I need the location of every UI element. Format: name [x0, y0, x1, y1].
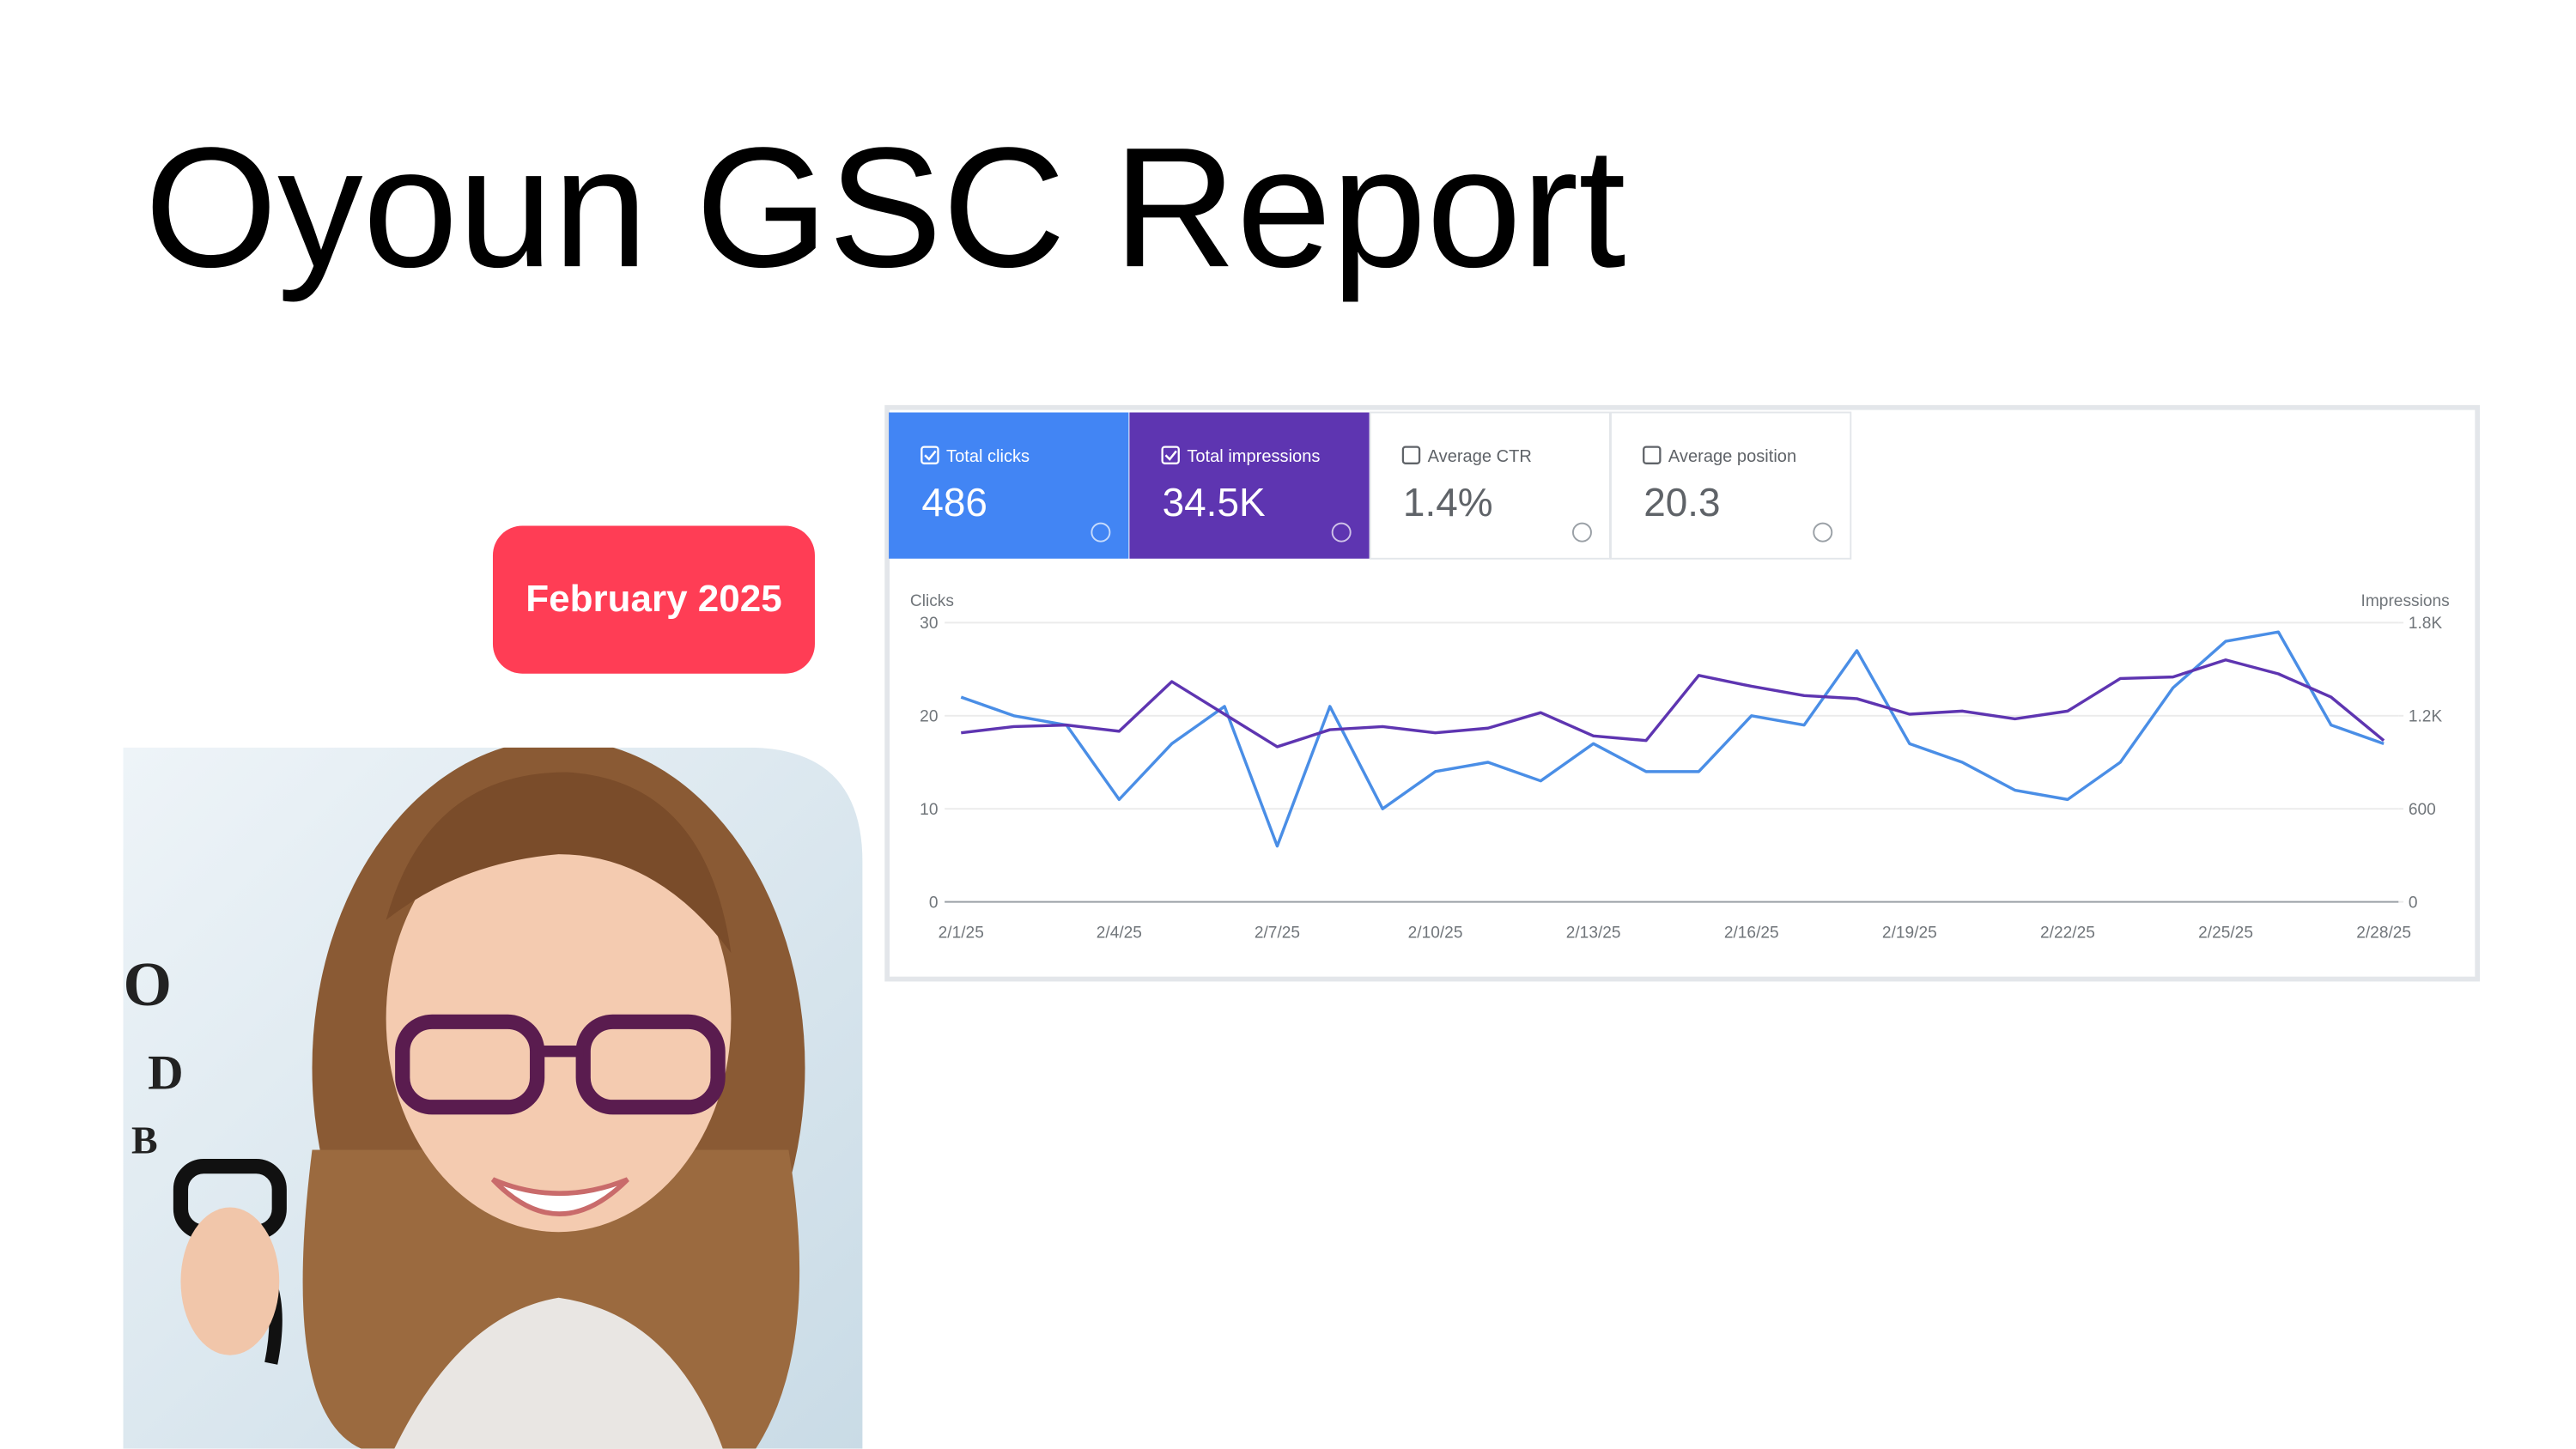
photo: O D B — [123, 747, 863, 1449]
series-line — [960, 630, 2385, 848]
metric-label: Average position — [1668, 447, 1796, 466]
help-icon[interactable] — [1813, 522, 1833, 543]
metric-cards: Total clicks 486 Total impressions 34.5K Ave… — [889, 411, 1852, 560]
metric-label: Total clicks — [946, 447, 1030, 466]
eye-chart-letter: O — [123, 949, 172, 1019]
y2-tick-label: 1.8K — [2409, 615, 2443, 633]
metric-value: 20.3 — [1643, 480, 1720, 524]
y-tick-label: 30 — [920, 615, 938, 633]
x-tick-label: 2/28/25 — [2356, 925, 2411, 943]
metric-label: Total impressions — [1187, 447, 1320, 466]
metric-card[interactable] — [1129, 412, 1370, 559]
badge — [492, 525, 815, 674]
checkbox[interactable] — [1161, 446, 1180, 464]
eye-chart-letter: B — [131, 1118, 158, 1161]
x-tick-label: 2/25/25 — [2198, 925, 2253, 943]
y2-tick-label: 0 — [2409, 894, 2418, 912]
x-tick-label: 2/10/25 — [1408, 925, 1463, 943]
metric-value: 486 — [921, 480, 987, 524]
metric-card[interactable] — [1610, 411, 1852, 560]
y-tick-label: 0 — [929, 894, 939, 912]
plot: Clicks Impressions 0 10 20 30 0 600 1.2K 1.8K 2/1/… — [910, 592, 2450, 942]
series-line — [961, 658, 2385, 749]
check-mark — [1164, 450, 1177, 461]
checkbox[interactable] — [1401, 446, 1421, 464]
help-icon[interactable] — [1091, 522, 1111, 543]
help-icon[interactable] — [1331, 522, 1352, 543]
check-mark — [924, 450, 937, 461]
checkbox[interactable] — [1643, 446, 1662, 464]
y-axis-label: Clicks — [910, 592, 954, 610]
y2-axis-label: Impressions — [2361, 592, 2450, 610]
metric-card[interactable] — [889, 412, 1129, 559]
x-tick-label: 2/4/25 — [1097, 925, 1142, 943]
x-tick-label: 2/19/25 — [1882, 925, 1937, 943]
x-tick-label: 2/7/25 — [1255, 925, 1300, 943]
eye-chart-letter: D — [148, 1046, 183, 1100]
metric-card[interactable] — [1369, 411, 1611, 560]
y2-tick-label: 1.2K — [2409, 707, 2443, 725]
metric-value: 1.4% — [1403, 480, 1493, 524]
metric-value: 34.5K — [1163, 480, 1266, 524]
x-tick-label: 2/16/25 — [1724, 925, 1779, 943]
checkbox[interactable] — [920, 446, 939, 464]
slide-title: Oyoun GSC Report — [144, 112, 1625, 303]
y2-tick-label: 600 — [2409, 801, 2436, 819]
y-tick-label: 20 — [920, 707, 938, 725]
x-tick-label: 2/13/25 — [1566, 925, 1621, 943]
x-tick-label: 2/22/25 — [2040, 925, 2095, 943]
badge-text: February 2025 — [526, 578, 781, 620]
y-tick-label: 10 — [920, 801, 938, 819]
help-icon[interactable] — [1571, 522, 1592, 543]
metric-label: Average CTR — [1428, 447, 1532, 466]
x-tick-label: 2/1/25 — [939, 925, 984, 943]
